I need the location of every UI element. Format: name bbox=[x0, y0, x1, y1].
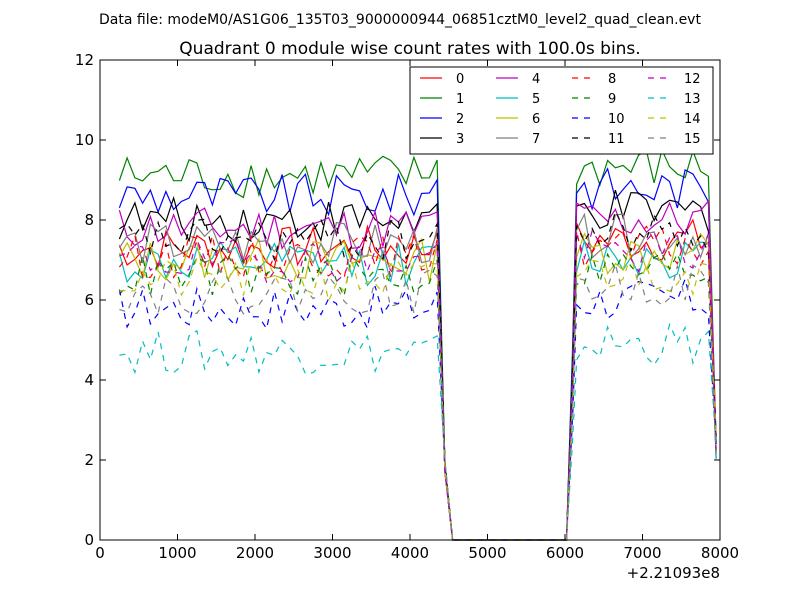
series-line-7 bbox=[118, 212, 717, 541]
series-line-9 bbox=[118, 252, 717, 541]
y-tick-label: 4 bbox=[84, 371, 94, 389]
x-tick-label: 8000 bbox=[701, 544, 739, 562]
legend-label-11: 11 bbox=[608, 132, 625, 147]
y-tick-label: 6 bbox=[84, 291, 94, 309]
x-tick-label: 4000 bbox=[391, 544, 429, 562]
legend-box bbox=[409, 66, 714, 155]
series-line-13 bbox=[119, 322, 717, 541]
x-tick-label: 5000 bbox=[468, 544, 506, 562]
legend-label-1: 1 bbox=[456, 92, 464, 107]
series-line-4 bbox=[118, 199, 717, 541]
plot-lines bbox=[118, 147, 717, 541]
legend-label-8: 8 bbox=[608, 72, 616, 87]
legend-label-14: 14 bbox=[684, 112, 701, 127]
series-line-1 bbox=[118, 147, 717, 541]
series-line-11 bbox=[119, 209, 717, 541]
x-tick-label: 2000 bbox=[236, 544, 274, 562]
ticks: 0 1000 2000 3000 4000 5000 6000 7000 80000246810… bbox=[75, 51, 739, 562]
suptitle: Data file: modeM0/AS1G06_135T03_90000009… bbox=[99, 12, 701, 28]
legend-label-10: 10 bbox=[608, 112, 625, 127]
y-tick-label: 10 bbox=[75, 131, 94, 149]
x-tick-label: 0 bbox=[95, 544, 105, 562]
series-line-2 bbox=[118, 167, 717, 541]
series-line-3 bbox=[118, 189, 717, 541]
x-tick-label: 6000 bbox=[546, 544, 584, 562]
legend-label-13: 13 bbox=[684, 92, 701, 107]
legend-label-15: 15 bbox=[684, 132, 701, 147]
series-line-8 bbox=[118, 225, 717, 541]
x-tick-label: 7000 bbox=[623, 544, 661, 562]
legend-label-6: 6 bbox=[532, 112, 540, 127]
series-line-14 bbox=[119, 253, 717, 541]
legend-label-3: 3 bbox=[456, 132, 464, 147]
series-line-15 bbox=[119, 262, 717, 541]
y-tick-label: 2 bbox=[84, 451, 94, 469]
legend-label-9: 9 bbox=[608, 92, 616, 107]
x-tick-label: 3000 bbox=[313, 544, 351, 562]
legend-label-12: 12 bbox=[684, 72, 701, 87]
x-tick-label: 1000 bbox=[158, 544, 196, 562]
chart-title: Quadrant 0 module wise count rates with … bbox=[179, 39, 640, 59]
legend-label-7: 7 bbox=[532, 132, 540, 147]
legend-label-4: 4 bbox=[532, 72, 540, 87]
x-offset-label: +2.21093e8 bbox=[627, 564, 720, 582]
y-tick-label: 12 bbox=[75, 51, 94, 69]
y-tick-label: 0 bbox=[84, 531, 94, 549]
y-tick-label: 8 bbox=[84, 211, 94, 229]
legend-label-5: 5 bbox=[532, 92, 540, 107]
legend-label-0: 0 bbox=[456, 72, 464, 87]
legend-label-2: 2 bbox=[456, 112, 464, 127]
